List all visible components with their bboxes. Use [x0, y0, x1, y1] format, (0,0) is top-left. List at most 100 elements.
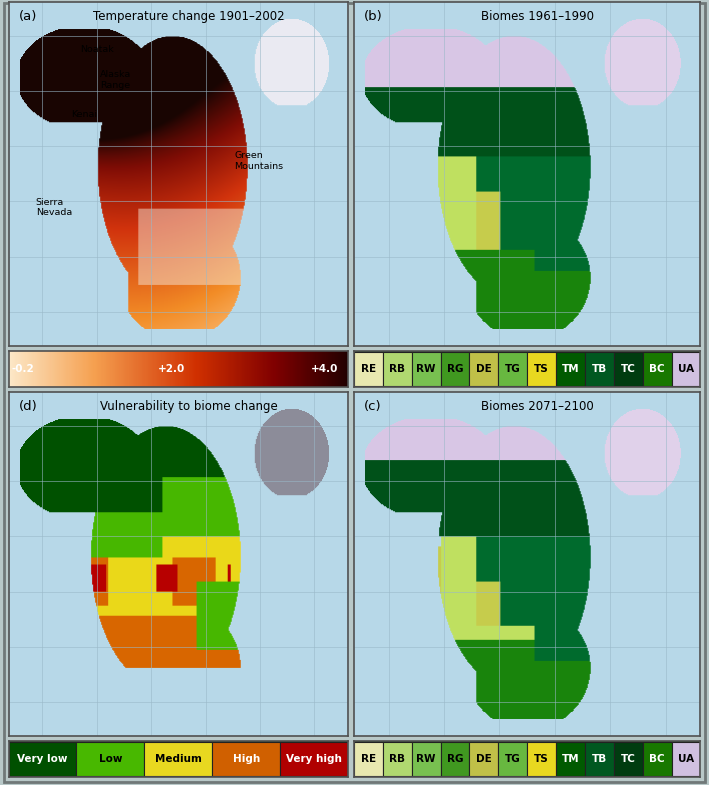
Bar [67, 351, 69, 387]
Bar [138, 351, 139, 387]
Bar [16, 351, 18, 387]
Bar [192, 351, 193, 387]
Bar [31, 351, 33, 387]
Bar [232, 351, 233, 387]
Bar [322, 351, 323, 387]
Bar [47, 351, 48, 387]
Bar [145, 351, 147, 387]
Bar [264, 351, 266, 387]
Text: TC: TC [621, 364, 636, 374]
Text: TB: TB [592, 364, 607, 374]
Bar [152, 351, 153, 387]
Bar [342, 351, 344, 387]
Bar [244, 351, 245, 387]
Bar [204, 351, 206, 387]
Bar [121, 351, 122, 387]
Text: (b): (b) [364, 10, 383, 24]
Bar [233, 351, 234, 387]
Bar [440, 352, 469, 386]
Bar [306, 351, 308, 387]
Bar [268, 351, 269, 387]
Bar [73, 351, 74, 387]
Bar [168, 351, 169, 387]
Bar [383, 742, 412, 776]
Bar [242, 351, 243, 387]
Bar [643, 742, 671, 776]
Bar [614, 742, 643, 776]
Bar [289, 351, 291, 387]
Bar [235, 351, 236, 387]
Bar [80, 351, 81, 387]
Bar [55, 351, 56, 387]
Bar [303, 351, 304, 387]
Bar [184, 351, 185, 387]
Text: Kenai: Kenai [72, 110, 97, 119]
Bar [312, 351, 313, 387]
Bar [56, 351, 57, 387]
Bar [266, 351, 267, 387]
Bar [98, 351, 99, 387]
Text: DE: DE [476, 754, 492, 764]
Bar [185, 351, 186, 387]
Bar [9, 351, 10, 387]
Bar [274, 351, 276, 387]
Bar [89, 351, 90, 387]
Bar [196, 351, 198, 387]
Bar [104, 351, 105, 387]
Bar [97, 351, 98, 387]
Bar [277, 351, 278, 387]
Bar [263, 351, 264, 387]
Bar [291, 351, 293, 387]
Bar [313, 351, 314, 387]
Bar [331, 351, 333, 387]
Bar [166, 351, 167, 387]
Bar [336, 351, 337, 387]
Bar [132, 351, 133, 387]
Bar [37, 351, 38, 387]
Bar [498, 742, 527, 776]
Bar [278, 351, 279, 387]
Bar [671, 742, 700, 776]
Bar [246, 351, 247, 387]
Bar [250, 351, 251, 387]
Bar [259, 351, 260, 387]
Bar [83, 351, 84, 387]
Bar [585, 742, 614, 776]
Bar [33, 351, 35, 387]
Bar [261, 351, 262, 387]
Bar [320, 351, 321, 387]
Bar [28, 351, 29, 387]
Bar [91, 351, 92, 387]
Bar [181, 351, 182, 387]
Bar [162, 351, 164, 387]
Bar [160, 351, 162, 387]
Bar [174, 351, 175, 387]
Bar [69, 351, 71, 387]
Bar [585, 352, 614, 386]
Bar [96, 351, 97, 387]
Bar [294, 351, 295, 387]
Bar [173, 351, 174, 387]
Text: RW: RW [416, 364, 436, 374]
Text: Medium: Medium [155, 754, 202, 764]
Bar [100, 351, 101, 387]
Bar [209, 351, 210, 387]
Text: Sierra
Nevada: Sierra Nevada [35, 198, 72, 217]
Bar [556, 742, 585, 776]
Bar [65, 351, 66, 387]
Bar [260, 351, 261, 387]
Bar [159, 351, 160, 387]
Text: UA: UA [678, 364, 694, 374]
Bar [45, 351, 46, 387]
Bar [328, 351, 329, 387]
Text: TC: TC [621, 754, 636, 764]
Bar [109, 351, 111, 387]
Bar [272, 351, 274, 387]
Bar [191, 351, 192, 387]
Bar [211, 351, 212, 387]
Bar [321, 351, 322, 387]
Bar [316, 351, 318, 387]
Bar [124, 351, 125, 387]
Bar [26, 351, 27, 387]
Bar [280, 351, 281, 387]
